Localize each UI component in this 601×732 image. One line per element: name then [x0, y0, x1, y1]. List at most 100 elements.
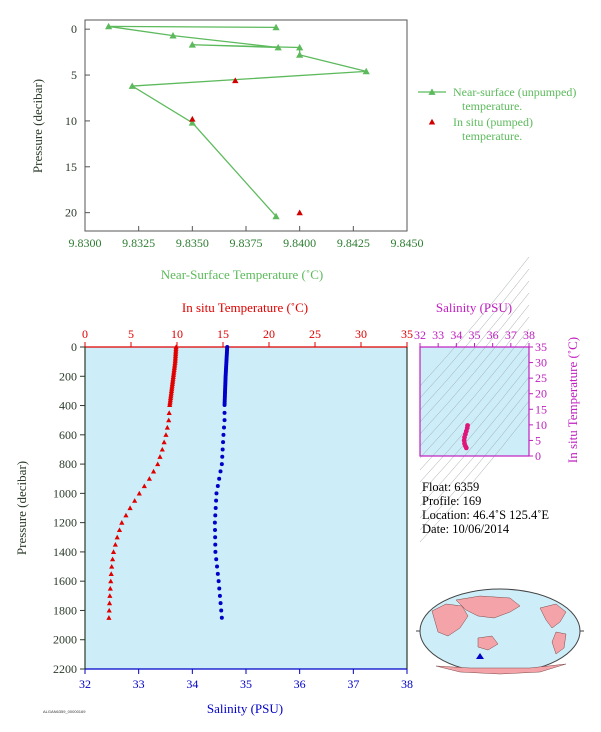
pressure-tick-label: 2000 [53, 633, 77, 647]
salinity-point [213, 535, 218, 540]
near-surface-temperature-chart: 9.8300 9.8325 9.8350 9.8375 9.8400 9.8425 9.84… [30, 19, 576, 282]
unpumped-point [296, 51, 304, 58]
top-x-tick-label: 9.8450 [391, 236, 424, 250]
antarctica-shape [435, 663, 567, 675]
salinity-point [217, 476, 222, 481]
legend-unpumped-marker [428, 88, 436, 95]
ts-temperature-tick-label: 20 [535, 387, 547, 401]
ts-temperature-tick-label: 15 [535, 402, 547, 416]
temperature-point [108, 571, 114, 576]
salinity-point [219, 608, 224, 613]
temperature-point [167, 402, 173, 408]
salinity-point [217, 586, 222, 591]
density-contour [419, 400, 530, 531]
unpumped-point [188, 119, 196, 126]
temperature-point [112, 541, 118, 547]
world-map [416, 588, 584, 675]
temperature-tick-label: 5 [128, 327, 134, 341]
ts-salinity-axis-label: Salinity (PSU) [436, 300, 512, 315]
temperature-point [114, 534, 120, 540]
asia-shape [455, 595, 521, 619]
temperature-point [123, 512, 129, 518]
salinity-point [213, 527, 218, 532]
temperature-point [166, 417, 172, 423]
float-id-text: Float: 6359 [422, 480, 479, 494]
africa-europe-shape [431, 603, 469, 637]
unpumped-point [272, 212, 280, 220]
salinity-point [222, 410, 227, 415]
density-contours [419, 256, 530, 543]
temperature-point [166, 410, 172, 415]
temperature-point [107, 593, 113, 598]
density-contour [419, 268, 530, 399]
temperature-point [161, 439, 167, 445]
density-contour [419, 256, 530, 387]
temperature-point [132, 498, 138, 503]
salinity-tick-label: 36 [294, 677, 306, 691]
ts-salinity-tick-label: 33 [432, 328, 444, 342]
density-contour [419, 364, 530, 495]
temperature-point [127, 505, 133, 511]
legend-label-unpumped-line2: temperature. [462, 99, 522, 113]
top-legend: Near-surface (unpumped) temperature. In … [418, 85, 576, 143]
top-y-tick-label: 5 [71, 68, 77, 82]
temperature-point [110, 549, 117, 554]
unpumped-point [188, 41, 196, 48]
top-x-tick-label: 9.8375 [230, 236, 263, 250]
temperature-tick-label: 35 [401, 327, 413, 341]
continents [431, 595, 567, 675]
ts-temperature-tick-label: 25 [535, 371, 547, 385]
legend-pumped-marker [428, 118, 436, 125]
top-data-marks [105, 22, 370, 220]
salinity-point [213, 506, 218, 510]
salinity-point [220, 454, 225, 459]
float-location-marker [476, 653, 484, 659]
salinity-axis-label: Salinity (PSU) [207, 701, 283, 716]
top-y-tick-label: 0 [71, 22, 77, 36]
legend-swatch-pumped [428, 118, 436, 125]
salinity-point [218, 469, 223, 474]
salinity-point [212, 520, 217, 525]
pressure-tick-label: 1600 [53, 574, 77, 588]
profile-chart: 0 5 10 15 20 25 30 35 32 33 34 35 36 37 38 0 200 400 600 80… [14, 300, 413, 716]
density-contour [419, 328, 530, 459]
top-y-axis-label: Pressure (decibar) [30, 79, 45, 173]
temperature-point [159, 446, 165, 452]
temperature-point [136, 490, 142, 496]
ts-salinity-tick-label: 37 [505, 328, 517, 342]
ts-temperature-tick-label: 10 [535, 418, 547, 432]
top-axis-ticks: 9.8300 9.8325 9.8350 9.8375 9.8400 9.8425 9.84… [65, 22, 424, 250]
top-x-tick-label: 9.8350 [176, 236, 209, 250]
salinity-point [219, 462, 224, 467]
south-america-shape [551, 631, 567, 655]
salinity-point [219, 615, 224, 620]
pressure-tick-label: 1000 [53, 486, 77, 500]
top-x-axis-label: Near-Surface Temperature (˚C) [161, 267, 323, 282]
unpumped-point [169, 31, 177, 39]
pressure-tick-label: 400 [59, 399, 77, 413]
ts-salinity-tick-label: 35 [469, 328, 481, 342]
temperature-point [108, 578, 114, 584]
top-x-tick-label: 9.8325 [122, 236, 155, 250]
salinity-point [221, 425, 226, 430]
top-x-tick-label: 9.8300 [69, 236, 102, 250]
pumped-point [296, 209, 303, 216]
temperature-tick-label: 0 [82, 327, 88, 341]
salinity-tick-label: 38 [401, 677, 413, 691]
unpumped-point [362, 67, 370, 75]
salinity-point [214, 498, 219, 503]
pumped-point [189, 115, 196, 122]
pressure-tick-label: 0 [71, 340, 77, 354]
temperature-point [141, 483, 147, 489]
top-x-tick-label: 9.8400 [283, 236, 316, 250]
temperature-point [116, 527, 123, 533]
pressure-tick-label: 1400 [53, 545, 77, 559]
temperature-point [106, 615, 112, 620]
salinity-tick-label: 33 [133, 677, 145, 691]
legend-label-unpumped-line1: Near-surface (unpumped) [453, 85, 576, 99]
ts-temperature-tick-label: 35 [535, 340, 547, 354]
pressure-tick-label: 1200 [53, 516, 77, 530]
